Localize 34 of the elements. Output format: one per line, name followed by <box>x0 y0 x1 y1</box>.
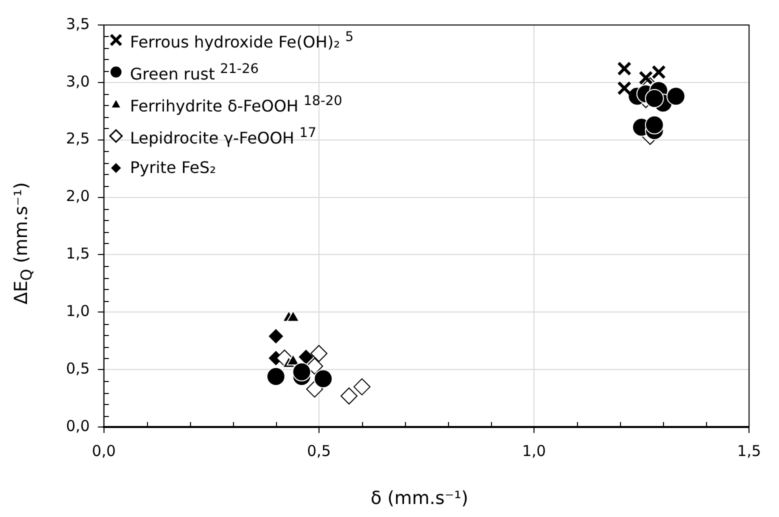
point <box>266 366 286 386</box>
x-axis-title: δ (mm.s⁻¹) <box>370 488 470 509</box>
point <box>353 378 370 396</box>
legend-label: Green rust $^{21-26}$ <box>130 60 259 86</box>
point <box>638 70 653 85</box>
legend-label: Ferrihydrite δ-FeOOH $^{18-20}$ <box>130 92 342 118</box>
legend-label: Pyrite FeS₂ <box>130 157 216 179</box>
point <box>286 354 300 366</box>
point <box>340 387 358 404</box>
y-tick-label: 3,0 <box>66 72 90 90</box>
legend-label: Lepidrocite γ-FeOOH $^{17}$ <box>130 124 316 150</box>
point <box>292 362 312 382</box>
point <box>267 328 284 345</box>
y-tick-label: 3,5 <box>66 14 90 33</box>
y-tick-label: 1,5 <box>66 244 90 263</box>
point <box>644 89 664 108</box>
y-tick-label: 0,0 <box>66 416 90 435</box>
x-tick-label: 1,5 <box>737 442 761 460</box>
point <box>652 64 666 80</box>
point <box>644 115 664 134</box>
point <box>617 81 632 96</box>
x-tick-label: 1,0 <box>522 442 546 460</box>
x-tick-label: 0,0 <box>92 442 116 460</box>
point <box>298 348 315 366</box>
x-tick-label: 0,5 <box>307 442 331 460</box>
y-tick-label: 2,5 <box>66 130 90 148</box>
point <box>666 86 686 106</box>
y-tick-label: 0,5 <box>66 359 90 378</box>
y-tick-label: 1,0 <box>66 302 90 320</box>
point <box>314 369 333 388</box>
point <box>617 61 632 76</box>
y-tick-label: 2,0 <box>66 187 90 206</box>
legend-label: Ferrous hydroxide Fe(OH)₂ $^{5}$ <box>130 28 354 54</box>
point <box>310 344 328 362</box>
